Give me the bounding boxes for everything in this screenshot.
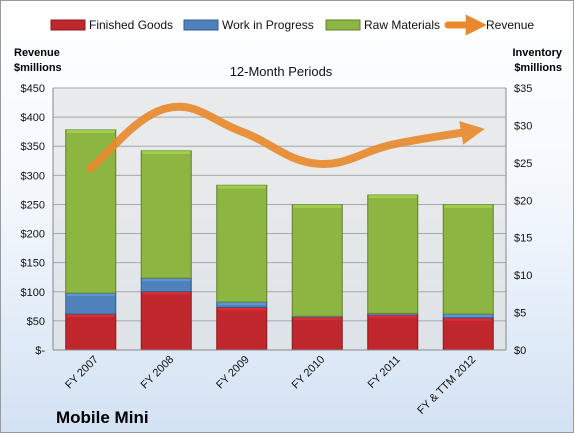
bar-highlight [293,204,342,208]
bar-highlight [293,317,342,321]
legend-swatch-finished-goods [50,19,86,31]
revenue-line [86,102,485,173]
right-tick-label: $15 [514,233,532,245]
right-tick-label: $25 [514,158,532,170]
legend-label-finished-goods: Finished Goods [89,18,173,32]
left-tick-label: $200 [21,229,45,241]
bars [65,129,494,351]
left-tick-label: $- [35,345,45,357]
left-tick-label: $250 [21,199,45,211]
x-tick-label: FY 2011 [366,354,403,391]
right-tick-label: $30 [514,120,532,132]
x-tick-label: FY 2007 [63,354,101,392]
legend-label-work-in-progress: Work in Progress [222,18,314,32]
bar-highlight [444,204,493,208]
left-tick-label: $450 [21,83,45,95]
bar-finished-goods [140,291,192,351]
left-axis-label-line1: Revenue [14,47,60,59]
bar-finished-goods [65,313,117,351]
right-tick-label: $5 [514,308,526,320]
bar-highlight [66,314,115,318]
bar-highlight [444,317,493,321]
bar-raw-materials [442,204,494,315]
legend: Finished Goods Work in Progress Raw Materi… [50,14,534,36]
right-axis-label-line2: $millions [514,62,562,74]
bar-raw-materials [291,204,343,317]
bar-highlight [142,278,191,282]
bar-highlight [444,314,493,318]
plot-area-bg [53,88,506,350]
bar-highlight [217,307,266,311]
bar-highlight [368,314,417,318]
revenue-line-path [86,102,485,173]
left-tick-label: $300 [21,170,45,182]
bar-highlight [66,129,115,133]
bar-finished-goods [442,317,494,351]
right-tick-label: $10 [514,270,532,282]
right-tick-label: $0 [514,345,526,357]
bar-raw-materials [140,150,192,279]
bar-highlight [142,150,191,154]
x-tick-label: FY 2008 [139,354,177,392]
left-tick-label: $400 [21,112,45,124]
gridlines [53,87,506,322]
left-tick-label: $100 [21,287,45,299]
bar-raw-materials [216,184,268,303]
legend-label-raw-materials: Raw Materials [364,18,440,32]
bar-highlight [368,195,417,199]
x-tick-label: FY & TTM 2012 [415,354,478,417]
right-tick-label: $35 [514,83,532,95]
right-tick-label: $20 [514,195,532,207]
left-tick-label: $50 [27,316,45,328]
x-tick-label: FY 2010 [290,354,328,392]
bar-raw-materials [367,194,419,314]
chart-title: 12-Month Periods [230,64,333,79]
bar-highlight [66,293,115,297]
bar-highlight [368,313,417,315]
bar-finished-goods [367,314,419,351]
legend-swatch-raw-materials [325,19,361,31]
right-axis-label-line1: Inventory [512,47,562,59]
left-tick-label: $350 [21,141,45,153]
x-tick-label: FY 2009 [214,354,252,392]
left-tick-label: $150 [21,258,45,270]
bar-highlight [217,185,266,189]
plot-area [53,88,506,350]
left-axis-label-line2: $millions [14,62,62,74]
company-name: Mobile Mini [56,408,149,427]
legend-label-revenue: Revenue [486,18,534,32]
legend-swatch-work-in-progress [183,19,219,31]
bar-work-in-progress [65,292,117,315]
bar-finished-goods [216,306,268,351]
bar-highlight [217,302,266,306]
bar-finished-goods [291,316,343,351]
bar-highlight [142,291,191,295]
